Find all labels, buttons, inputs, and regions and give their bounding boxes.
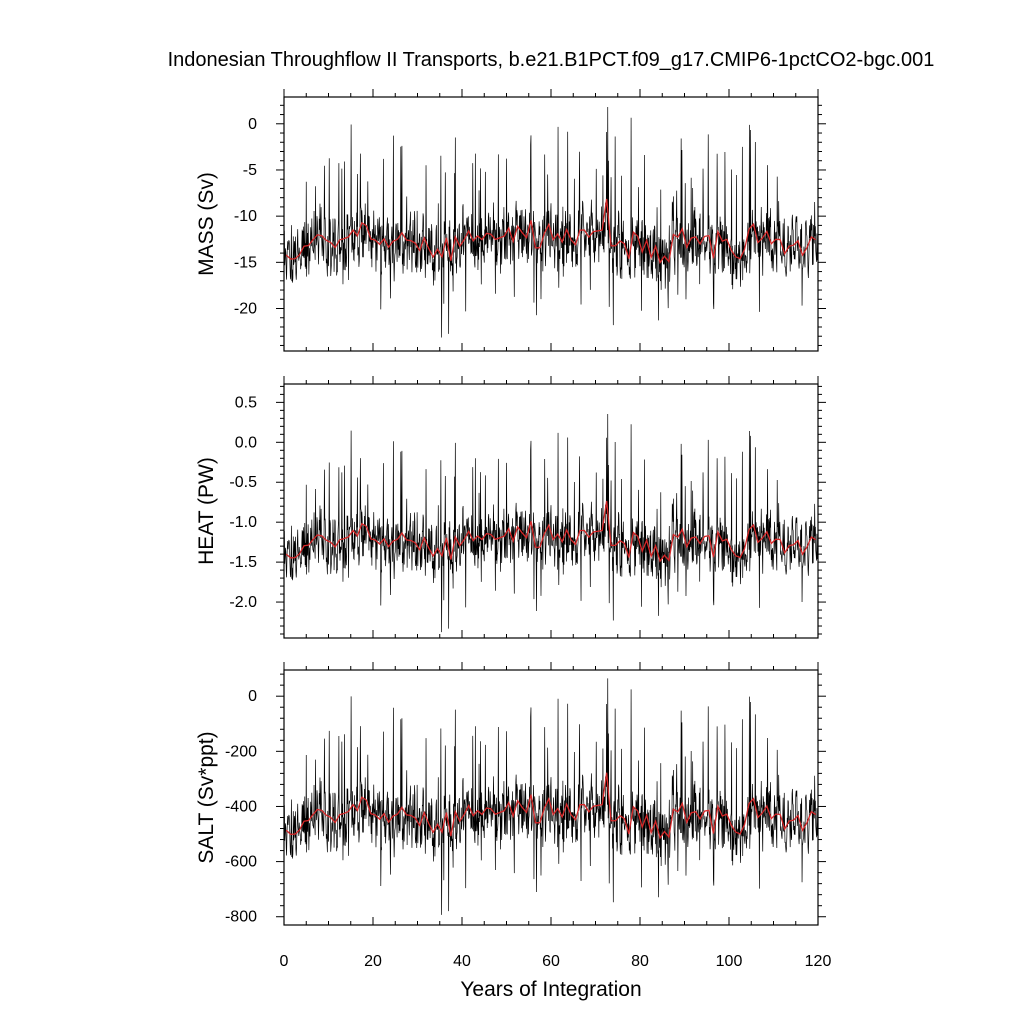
y-tick-label: 0.0 <box>235 434 257 451</box>
annual-mean-series-line <box>285 198 817 265</box>
y-tick-label: -1.5 <box>229 554 257 571</box>
x-tick-label: 0 <box>280 953 289 970</box>
monthly-series-line <box>283 414 818 633</box>
y-tick-label: -15 <box>234 254 257 271</box>
y-tick-label: 0 <box>248 116 257 133</box>
y-tick-label: -2.0 <box>229 594 257 611</box>
x-tick-label: 40 <box>453 953 471 970</box>
x-tick-label: 100 <box>716 953 743 970</box>
y-tick-label: -600 <box>225 854 257 871</box>
x-tick-label: 60 <box>542 953 560 970</box>
y-axis-title: HEAT (PW) <box>195 457 218 565</box>
y-axis-title: SALT (Sv*ppt) <box>195 731 218 863</box>
annual-mean-series-line <box>285 500 817 563</box>
monthly-series-line <box>283 106 818 338</box>
x-axis-title: Years of Integration <box>460 978 641 1001</box>
y-tick-label: -20 <box>234 301 257 318</box>
y-tick-label: -400 <box>225 798 257 815</box>
y-tick-label: -5 <box>243 162 257 179</box>
annual-mean-series-line <box>285 772 817 840</box>
x-tick-label: 80 <box>631 953 649 970</box>
x-tick-label: 20 <box>364 953 382 970</box>
y-tick-label: -0.5 <box>229 474 257 491</box>
y-tick-label: -10 <box>234 208 257 225</box>
y-tick-label: 0.5 <box>235 394 257 411</box>
y-tick-label: 0 <box>248 688 257 705</box>
monthly-series-line <box>283 678 818 915</box>
y-tick-label: -1.0 <box>229 514 257 531</box>
chart-title: Indonesian Throughflow II Transports, b.… <box>168 49 935 71</box>
y-tick-label: -800 <box>225 909 257 926</box>
y-axis-title: MASS (Sv) <box>195 172 218 276</box>
y-tick-label: -200 <box>225 743 257 760</box>
x-tick-label: 120 <box>805 953 832 970</box>
